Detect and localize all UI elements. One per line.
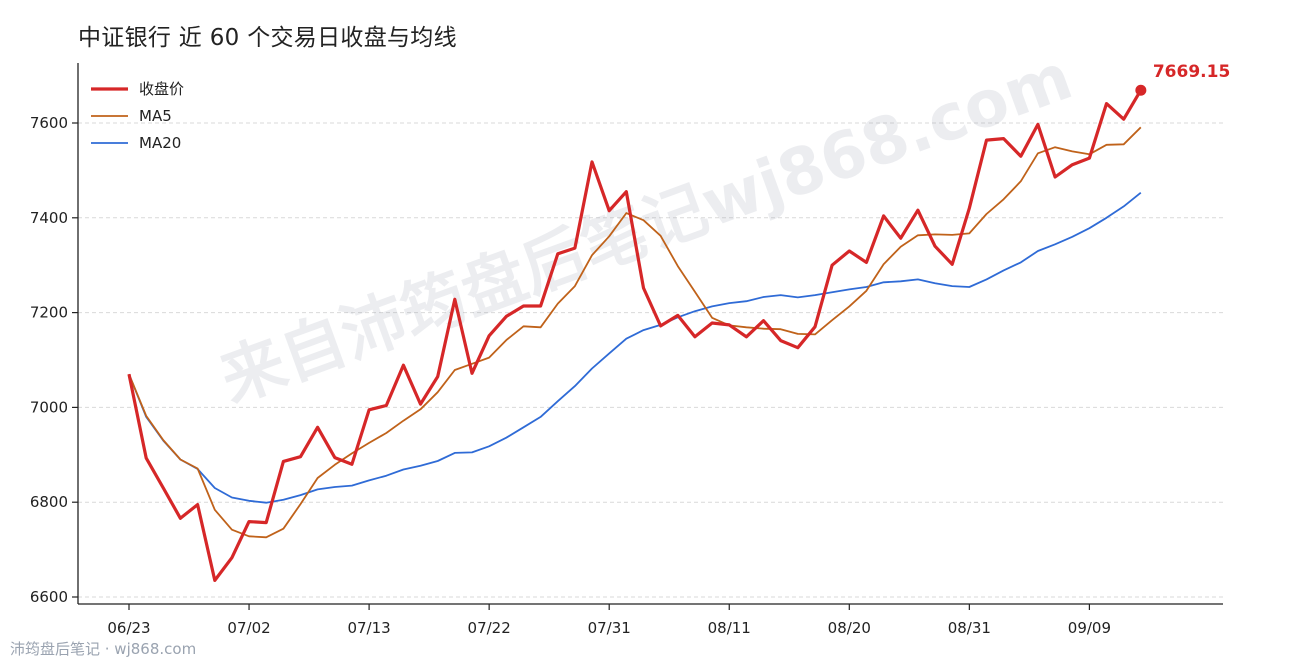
x-tick-label: 06/23 [107, 619, 150, 637]
y-tick-label: 7600 [30, 114, 68, 132]
legend-label: 收盘价 [139, 80, 184, 98]
x-tick-label: 07/02 [227, 619, 270, 637]
legend-label: MA5 [139, 107, 172, 125]
legend: 收盘价 MA5 MA20 [91, 80, 184, 152]
x-tick-label: 07/31 [588, 619, 631, 637]
x-tick-label: 08/31 [948, 619, 991, 637]
series-line-MA20 [128, 191, 1142, 504]
x-tick-label: 07/13 [347, 619, 390, 637]
source-label: 沛筠盘后笔记 · wj868.com [10, 640, 197, 658]
x-tick-label: 08/20 [828, 619, 871, 637]
last-point-marker [1135, 84, 1147, 96]
y-tick-label: 6600 [30, 588, 68, 606]
y-tick-label: 7400 [30, 209, 68, 227]
series-layer [127, 89, 1143, 582]
watermark: 来自沛筠盘后笔记wj868.com [211, 40, 1082, 417]
y-tick-label: 7000 [30, 398, 68, 416]
y-tick-label: 7200 [30, 304, 68, 322]
y-tick-label: 6800 [30, 493, 68, 511]
annotation-layer: 7669.15 [1135, 62, 1230, 96]
x-tick-label: 09/09 [1068, 619, 1111, 637]
x-tick-label: 08/11 [708, 619, 751, 637]
legend-label: MA20 [139, 134, 181, 152]
last-value-label: 7669.15 [1153, 62, 1230, 82]
x-tick-label: 07/22 [468, 619, 511, 637]
series-line-收盘价 [127, 89, 1143, 582]
series-line-MA5 [128, 126, 1142, 539]
axis-layer: 6600 6800 7000 7200 7400 7600 06/23 07/02 07/13 0… [30, 63, 1223, 637]
chart-title: 中证银行 近 60 个交易日收盘与均线 [78, 25, 457, 51]
